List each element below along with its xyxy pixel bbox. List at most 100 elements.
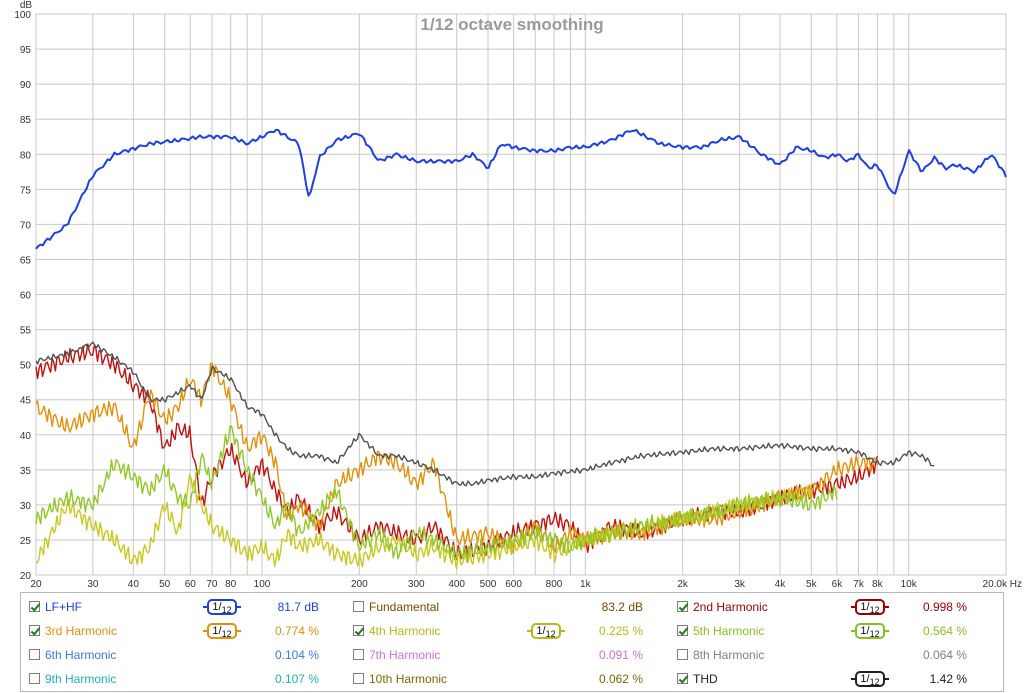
- legend-label: 5th Harmonic: [693, 624, 765, 638]
- y-tick-label: 25: [20, 536, 32, 547]
- x-tick-label: 800: [546, 579, 563, 590]
- x-tick-label: 70: [206, 579, 218, 590]
- legend-checkbox[interactable]: [677, 649, 688, 660]
- legend-panel: LF+HF 1/12 81.7 dB Fundamental 83.2 dB 2nd Ha…: [20, 592, 1004, 692]
- legend-item: 9th Harmonic 0.107 %: [29, 668, 349, 692]
- x-tick-label: 40: [128, 579, 140, 590]
- legend-label: 9th Harmonic: [45, 672, 117, 686]
- chart: 1/12 octave smoothing dB 20 25 30 35 40 45 50 5…: [14, 0, 1022, 590]
- legend-item: 4th Harmonic 1/12 0.225 %: [353, 620, 673, 644]
- y-tick-label: 100: [14, 10, 31, 21]
- legend-checkbox[interactable]: [353, 649, 364, 660]
- x-tick-label: 200: [351, 579, 368, 590]
- series-line-thd: [35, 341, 935, 487]
- legend-value: 0.091 %: [598, 648, 643, 662]
- y-tick-label: 35: [20, 466, 32, 477]
- legend-item: 5th Harmonic 1/12 0.564 %: [677, 620, 997, 644]
- series-line-5th-harmonic: [35, 425, 838, 562]
- x-tick-label: 20.0k Hz: [983, 579, 1022, 590]
- y-tick-label: 45: [20, 396, 32, 407]
- x-tick-label: 500: [480, 579, 497, 590]
- y-axis-label: dB: [20, 0, 33, 11]
- smoothing-button[interactable]: 1/12: [527, 623, 565, 640]
- x-tick-label: 600: [505, 579, 522, 590]
- x-tick-labels: 20 30 40 50 60 70 80 100 200 300 400 500 600 800 1k 2k 3…: [30, 579, 1022, 590]
- smoothing-button[interactable]: 1/12: [851, 599, 889, 615]
- x-tick-label: 5k: [806, 579, 818, 590]
- smoothing-label: 1/12: [860, 673, 880, 688]
- smoothing-label: 1/12: [212, 601, 232, 616]
- series-line-lf-hf: [35, 128, 1007, 250]
- legend-label: 8th Harmonic: [693, 648, 765, 662]
- chart-title: 1/12 octave smoothing: [420, 15, 603, 34]
- x-tick-label: 400: [448, 579, 465, 590]
- series-line-3rd-harmonic: [35, 362, 878, 554]
- smoothing-button[interactable]: 1/12: [203, 599, 241, 616]
- smoothing-label: 1/12: [212, 625, 232, 640]
- y-tick-label: 85: [20, 115, 32, 126]
- legend-item: THD 1/12 1.42 %: [677, 668, 997, 692]
- legend-value: 0.774 %: [274, 624, 319, 638]
- smoothing-label: 1/12: [536, 625, 556, 640]
- legend-item: 2nd Harmonic 1/12 0.998 %: [677, 596, 997, 620]
- x-gridlines: [35, 14, 1007, 575]
- legend-value: 0.064 %: [922, 648, 967, 662]
- x-tick-label: 60: [185, 579, 197, 590]
- y-tick-labels: 20 25 30 35 40 45 50 55 60 65 70 75 80 85 90 95 100: [14, 10, 31, 582]
- x-tick-label: 30: [87, 579, 99, 590]
- legend-checkbox[interactable]: [353, 673, 364, 684]
- x-tick-label: 10k: [901, 579, 918, 590]
- legend-label: 2nd Harmonic: [693, 600, 768, 614]
- legend-checkbox[interactable]: [29, 649, 40, 660]
- legend-row: LF+HF 1/12 81.7 dB Fundamental 83.2 dB 2nd Ha…: [21, 596, 1003, 620]
- x-tick-label: 4k: [775, 579, 787, 590]
- x-tick-label: 50: [159, 579, 171, 590]
- legend-checkbox[interactable]: [353, 601, 364, 612]
- x-tick-label: 6k: [832, 579, 844, 590]
- x-tick-label: 80: [225, 579, 237, 590]
- legend-item: 3rd Harmonic 1/12 0.774 %: [29, 620, 349, 644]
- smoothing-button[interactable]: 1/12: [851, 623, 889, 639]
- smoothing-button[interactable]: 1/12: [851, 671, 889, 688]
- legend-label: LF+HF: [45, 600, 83, 614]
- legend-value: 0.225 %: [598, 624, 643, 638]
- legend-checkbox[interactable]: [677, 601, 688, 612]
- legend-value: 0.564 %: [922, 624, 967, 638]
- legend-checkbox[interactable]: [29, 625, 40, 636]
- y-tick-label: 70: [20, 220, 32, 231]
- legend-value: 0.062 %: [598, 672, 643, 686]
- legend-checkbox[interactable]: [353, 625, 364, 636]
- legend-label: THD: [693, 672, 718, 686]
- legend-checkbox[interactable]: [29, 673, 40, 684]
- legend-value: 1.42 %: [929, 672, 967, 686]
- legend-row: 9th Harmonic 0.107 % 10th Harmonic 0.062 % T…: [21, 668, 1003, 692]
- y-tick-label: 80: [20, 150, 32, 161]
- legend-value: 0.104 %: [274, 648, 319, 662]
- legend-item: 8th Harmonic 0.064 %: [677, 644, 997, 668]
- y-tick-label: 50: [20, 361, 32, 372]
- legend-checkbox[interactable]: [677, 625, 688, 636]
- y-tick-label: 90: [20, 80, 32, 91]
- series-line-2nd-harmonic: [35, 343, 878, 560]
- legend-value: 81.7 dB: [277, 600, 319, 614]
- y-tick-label: 65: [20, 255, 32, 266]
- x-tick-label: 20: [30, 579, 42, 590]
- legend-label: 10th Harmonic: [369, 672, 448, 686]
- x-tick-label: 2k: [677, 579, 689, 590]
- legend-item: LF+HF 1/12 81.7 dB: [29, 596, 349, 620]
- legend-value: 0.998 %: [922, 600, 967, 614]
- legend-row: 6th Harmonic 0.104 % 7th Harmonic 0.091 % 8t…: [21, 644, 1003, 668]
- legend-item: 7th Harmonic 0.091 %: [353, 644, 673, 668]
- x-tick-label: 1k: [580, 579, 592, 590]
- legend-label: 6th Harmonic: [45, 648, 117, 662]
- legend-checkbox[interactable]: [677, 673, 688, 684]
- smoothing-button[interactable]: 1/12: [203, 623, 241, 640]
- legend-checkbox[interactable]: [29, 601, 40, 612]
- x-tick-label: 8k: [872, 579, 884, 590]
- y-tick-label: 30: [20, 501, 32, 512]
- legend-label: Fundamental: [369, 600, 440, 614]
- y-tick-label: 40: [20, 431, 32, 442]
- legend-item: Fundamental 83.2 dB: [353, 596, 673, 620]
- x-tick-label: 300: [408, 579, 425, 590]
- y-tick-label: 95: [20, 45, 32, 56]
